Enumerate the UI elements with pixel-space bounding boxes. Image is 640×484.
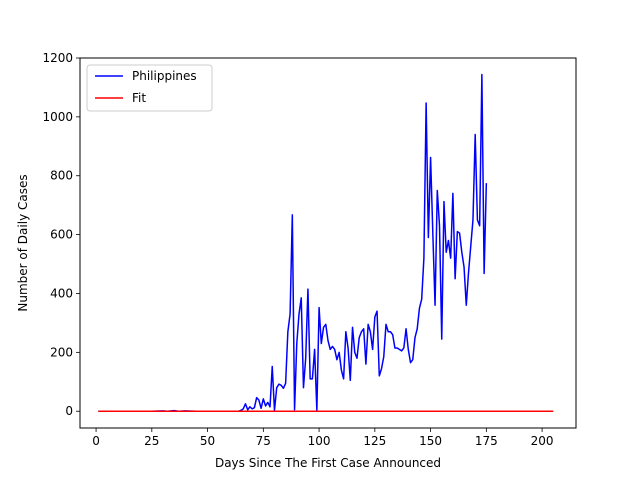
y-axis-label: Number of Daily Cases (16, 174, 30, 311)
x-tick-label: 25 (144, 434, 159, 448)
y-tick-label: 600 (50, 228, 73, 242)
y-tick-label: 200 (50, 345, 73, 359)
x-tick-label: 200 (531, 434, 554, 448)
x-tick-label: 175 (475, 434, 498, 448)
series-line-philippines (98, 73, 488, 412)
x-tick-label: 50 (200, 434, 215, 448)
y-tick-label: 400 (50, 286, 73, 300)
x-tick-label: 75 (256, 434, 271, 448)
y-tick-label: 1200 (42, 51, 73, 65)
x-tick-label: 0 (92, 434, 100, 448)
plot-frame (79, 57, 577, 429)
y-tick-label: 800 (50, 169, 73, 183)
legend-label-philippines: Philippines (132, 69, 197, 83)
legend: Philippines Fit (86, 64, 213, 112)
x-axis-label: Days Since The First Case Announced (215, 456, 441, 470)
y-tick-label: 0 (65, 404, 73, 418)
plot-area (80, 58, 576, 428)
x-tick-label: 125 (363, 434, 386, 448)
x-tick-label: 100 (308, 434, 331, 448)
legend-label-fit: Fit (132, 91, 146, 105)
y-tick-label: 1000 (42, 110, 73, 124)
x-tick-label: 150 (419, 434, 442, 448)
